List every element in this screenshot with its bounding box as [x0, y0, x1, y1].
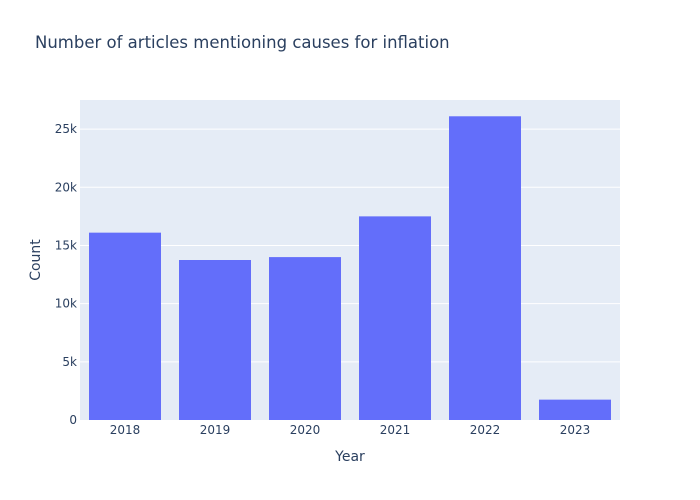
chart-title: Number of articles mentioning causes for… — [35, 33, 450, 52]
grid-lines — [80, 128, 620, 363]
x-tick-label: 2021 — [380, 423, 411, 437]
y-axis-title: Count — [28, 239, 44, 281]
y-tick-label: 10k — [55, 297, 77, 311]
x-tick-label: 2019 — [200, 423, 231, 437]
x-tick-label: 2020 — [290, 423, 321, 437]
y-tick-label: 20k — [55, 180, 77, 194]
x-axis-title: Year — [334, 449, 365, 465]
bar-2022[interactable] — [449, 116, 521, 421]
y-axis-ticks: 0 5k 10k 15k 20k 25k — [55, 122, 77, 427]
x-tick-label: 2022 — [470, 423, 501, 437]
x-tick-label: 2023 — [560, 423, 591, 437]
x-axis-ticks: 2018 2019 2020 2021 2022 2023 — [110, 423, 591, 437]
bar-2023[interactable] — [539, 399, 611, 420]
y-tick-label: 0 — [69, 413, 77, 427]
bar-2018[interactable] — [89, 232, 161, 420]
bar-2021[interactable] — [359, 216, 431, 420]
y-tick-label: 25k — [55, 122, 77, 136]
bar-2019[interactable] — [179, 260, 251, 420]
bars — [89, 116, 611, 421]
bar-2020[interactable] — [269, 257, 341, 420]
plot-area — [80, 100, 620, 420]
x-tick-label: 2018 — [110, 423, 141, 437]
y-tick-label: 15k — [55, 238, 77, 252]
y-tick-label: 5k — [62, 355, 77, 369]
